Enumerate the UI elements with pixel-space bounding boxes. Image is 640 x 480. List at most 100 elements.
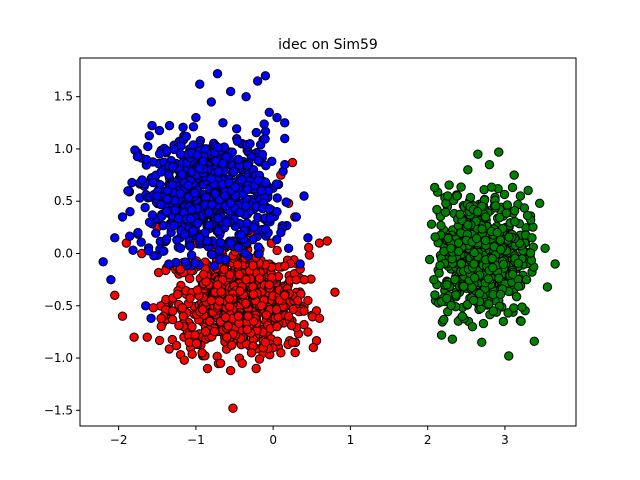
scatter-point: [188, 226, 199, 236]
scatter-point: [458, 281, 469, 292]
scatter-point: [246, 348, 257, 358]
scatter-point: [534, 198, 545, 209]
scatter-point: [98, 257, 108, 267]
scatter-point: [426, 219, 437, 229]
scatter-point: [162, 194, 173, 204]
scatter-point: [498, 259, 509, 270]
scatter-point: [225, 365, 236, 376]
scatter-point: [214, 296, 225, 306]
scatter-point: [293, 295, 303, 306]
scatter-point: [288, 304, 299, 315]
scatter-point: [197, 348, 207, 358]
scatter-point: [299, 319, 309, 330]
scatter-point: [253, 155, 264, 166]
scatter-point: [280, 118, 290, 128]
scatter-point: [550, 259, 560, 269]
scatter-point: [436, 330, 447, 340]
scatter-point: [186, 250, 197, 260]
scatter-point: [144, 217, 155, 227]
scatter-point: [436, 220, 446, 231]
scatter-point: [517, 302, 527, 312]
scatter-point: [452, 191, 462, 201]
scatter-point: [304, 242, 314, 253]
scatter-point: [106, 274, 116, 285]
x-tick-label: 1: [347, 433, 355, 447]
scatter-point: [516, 316, 526, 326]
scatter-point: [167, 180, 177, 190]
scatter-point: [287, 157, 298, 168]
scatter-point: [272, 321, 282, 332]
scatter-point: [140, 202, 150, 213]
scatter-point: [474, 288, 485, 299]
scatter-point: [156, 167, 166, 177]
scatter-point: [204, 220, 215, 230]
scatter-point: [444, 180, 454, 190]
scatter-point: [164, 170, 174, 180]
scatter-point: [480, 235, 491, 246]
scatter-point: [240, 248, 250, 258]
scatter-point: [499, 189, 510, 200]
scatter-point: [453, 238, 464, 248]
scatter-point: [200, 326, 211, 337]
scatter-point: [164, 259, 174, 269]
y-axis: −1.5 −1.0 −0.5 0.0 0.5 1.0 1.5: [44, 90, 80, 417]
scatter-point: [322, 236, 332, 246]
scatter-point: [245, 139, 255, 149]
scatter-point: [125, 206, 135, 217]
scatter-point: [260, 134, 270, 144]
scatter-point: [280, 290, 290, 301]
scatter-point: [148, 303, 159, 313]
scatter-point: [117, 311, 128, 321]
scatter-point: [236, 230, 246, 240]
scatter-point: [463, 165, 473, 175]
scatter-point: [494, 147, 504, 157]
scatter-point: [222, 332, 232, 342]
scatter-point: [283, 243, 294, 253]
scatter-point: [290, 347, 300, 358]
scatter-point: [177, 303, 187, 313]
scatter-point: [471, 233, 482, 244]
scatter-point: [510, 217, 520, 227]
scatter-point: [213, 142, 223, 153]
scatter-point: [256, 301, 267, 311]
scatter-point: [174, 320, 184, 331]
scatter-point: [233, 311, 244, 321]
scatter-point: [456, 182, 466, 192]
scatter-point: [272, 234, 282, 245]
scatter-point: [261, 160, 271, 171]
scatter-point: [185, 293, 195, 303]
scatter-point: [172, 289, 183, 300]
scatter-point: [243, 311, 253, 321]
scatter-point: [513, 281, 524, 292]
scatter-point: [469, 247, 480, 258]
scatter-point: [472, 207, 483, 217]
scatter-point: [154, 125, 165, 136]
scatter-point: [513, 258, 523, 268]
scatter-point: [264, 107, 274, 118]
x-axis: −2 −1 0 1 2 3: [110, 426, 509, 447]
scatter-point: [202, 363, 213, 374]
scatter-point: [291, 212, 302, 222]
scatter-point: [212, 68, 223, 79]
scatter-point: [210, 188, 220, 199]
scatter-point: [162, 145, 172, 156]
scatter-point: [251, 127, 261, 138]
scatter-point: [242, 160, 253, 171]
y-tick-label: −0.5: [44, 299, 73, 313]
scatter-point: [225, 238, 236, 248]
scatter-point: [295, 259, 305, 269]
scatter-point: [213, 213, 223, 224]
scatter-point: [469, 295, 479, 306]
scatter-point: [478, 318, 489, 329]
scatter-point: [206, 173, 217, 184]
scatter-point: [136, 237, 146, 247]
scatter-point: [264, 280, 274, 290]
x-tick-label: 0: [269, 433, 277, 447]
scatter-points: [98, 68, 560, 413]
scatter-point: [429, 274, 439, 285]
scatter-point: [222, 217, 232, 227]
scatter-point: [169, 220, 179, 231]
scatter-point: [283, 311, 294, 321]
scatter-point: [137, 175, 147, 185]
scatter-point: [183, 180, 193, 191]
